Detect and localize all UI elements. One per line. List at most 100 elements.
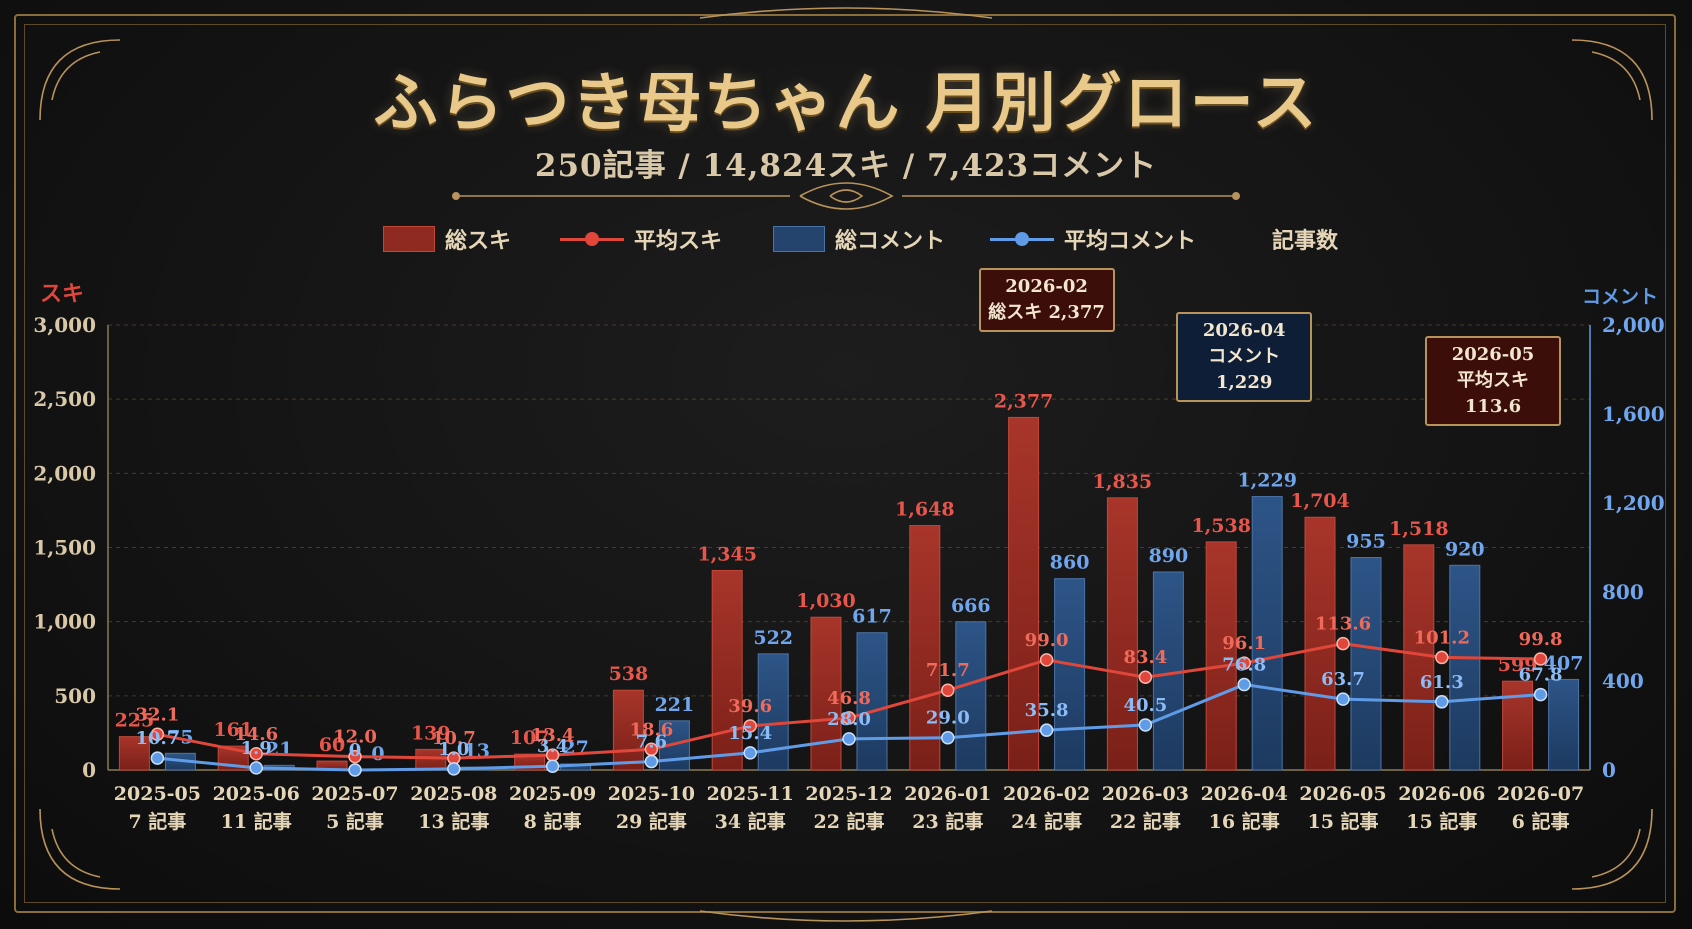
avg-comments-label: 76.8 — [1222, 655, 1266, 676]
avg-likes-label: 71.7 — [926, 660, 970, 681]
left-axis-tick: 2,500 — [33, 387, 96, 411]
avg-comments-label: 1.0 — [438, 739, 469, 760]
callout-line: 2026-04 — [1202, 320, 1286, 341]
avg-likes-label: 14.6 — [234, 724, 278, 745]
callout-box: 2026-05 平均スキ 113.6 — [1425, 336, 1561, 426]
avg-comments-point — [1533, 687, 1548, 702]
x-axis-article-count: 11 記事 — [221, 810, 292, 833]
avg-likes-point — [1336, 636, 1350, 651]
right-axis-tick: 1,200 — [1602, 491, 1665, 515]
left-axis-tick: 0 — [82, 758, 96, 782]
avg-comments-point — [1336, 692, 1350, 706]
avg-comments-point — [842, 732, 856, 746]
bar-total-likes — [1205, 541, 1237, 771]
avg-likes-point — [150, 727, 165, 742]
avg-comments-point — [1138, 718, 1153, 732]
bar-label-total-comments: 617 — [852, 606, 892, 628]
avg-likes-label: 99.0 — [1025, 630, 1069, 651]
avg-comments-point — [1237, 677, 1251, 692]
avg-comments-label: 35.8 — [1025, 700, 1069, 721]
x-axis-article-count: 16 記事 — [1209, 810, 1280, 833]
avg-likes-label: 101.2 — [1414, 627, 1470, 648]
x-axis-category: 2026-03 — [1102, 783, 1189, 805]
bar-label-total-likes: 1,835 — [1093, 471, 1153, 493]
avg-comments-label: 3.4 — [537, 736, 568, 757]
bar-total-comments — [1449, 564, 1481, 771]
bar-total-likes — [1304, 516, 1336, 771]
legend-avg-likes-label: 平均スキ — [634, 228, 723, 254]
avg-comments-point — [644, 754, 659, 769]
legend: 総スキ 平均スキ 総コメント 平均コメント 記事数 — [0, 222, 1692, 256]
avg-likes-point — [1435, 650, 1449, 665]
left-axis-tick: 1,500 — [33, 536, 96, 560]
avg-likes-label: 96.1 — [1222, 633, 1266, 654]
x-axis-category: 2026-06 — [1398, 783, 1485, 805]
callout-box: 2026-02 総スキ 2,377 — [978, 268, 1115, 332]
avg-comments-point — [743, 746, 757, 760]
avg-likes-label: 10.7 — [432, 728, 476, 749]
avg-comments-point — [1039, 723, 1054, 737]
x-axis-article-count: 13 記事 — [418, 810, 489, 833]
bar-total-comments — [955, 621, 987, 771]
bar-total-comments — [1548, 678, 1580, 771]
avg-likes-label: 83.4 — [1123, 647, 1167, 668]
avg-likes-point — [1237, 656, 1251, 670]
bar-total-likes — [711, 569, 743, 771]
x-axis-category: 2025-05 — [114, 783, 201, 805]
left-axis-tick: 500 — [54, 684, 96, 708]
x-axis-article-count: 22 記事 — [813, 810, 884, 833]
x-axis-article-count: 15 記事 — [1307, 810, 1378, 833]
avg-likes-point — [1039, 653, 1054, 667]
avg-comments-label: 0 — [349, 740, 362, 761]
legend-blue-bar-swatch — [773, 226, 825, 252]
avg-comments-point — [447, 762, 461, 776]
legend-total-likes: 総スキ — [383, 222, 511, 256]
avg-comments-label: 67.8 — [1519, 665, 1563, 686]
callout-line: 平均スキ 113.6 — [1457, 370, 1529, 417]
bar-label-total-comments: 666 — [951, 595, 991, 617]
callout-line: コメント 1,229 — [1208, 346, 1281, 393]
bar-label-total-likes: 161 — [213, 719, 253, 741]
legend-avg-comments: 平均コメント — [990, 222, 1196, 256]
right-axis-tick: 400 — [1602, 669, 1644, 693]
legend-articles-label: 記事数 — [1272, 228, 1339, 254]
bar-total-likes — [1403, 544, 1435, 771]
bar-label-total-comments: 0 — [371, 743, 384, 765]
x-axis-category: 2025-10 — [608, 783, 695, 805]
x-axis-category: 2025-06 — [213, 783, 300, 805]
legend-blue-line-swatch — [990, 229, 1054, 249]
bar-label-total-comments: 860 — [1050, 552, 1090, 574]
right-axis-tick: 0 — [1602, 758, 1616, 782]
x-axis-article-count: 24 記事 — [1011, 810, 1082, 833]
bar-label-total-likes: 2,377 — [994, 390, 1054, 412]
bar-total-comments — [1054, 578, 1086, 771]
legend-red-line-swatch — [560, 229, 624, 249]
bar-label-total-comments: 522 — [753, 627, 793, 649]
avg-comments-label: 10.7 — [135, 728, 179, 749]
right-axis-tick: 1,600 — [1602, 402, 1665, 426]
legend-total-comments: 総コメント — [773, 222, 945, 256]
x-axis-article-count: 8 記事 — [524, 810, 582, 833]
legend-red-bar-swatch — [383, 226, 435, 252]
avg-comments-label: 28.0 — [827, 709, 871, 730]
avg-comments-point — [249, 761, 263, 775]
avg-comments-label: 7.6 — [636, 732, 667, 753]
x-axis-category: 2025-08 — [410, 783, 497, 805]
avg-likes-label: 39.6 — [728, 696, 772, 717]
avg-comments-label: 40.5 — [1123, 695, 1167, 716]
avg-likes-label: 32.1 — [135, 704, 179, 725]
chart-subtitle: 250記事 / 14,824スキ / 7,423コメント — [534, 148, 1158, 184]
avg-comments-label: 29.0 — [926, 708, 970, 729]
x-axis-article-count: 29 記事 — [616, 810, 687, 833]
avg-comments-label: 61.3 — [1420, 672, 1464, 693]
chart-title: ふらつき母ちゃん 月別グロース — [373, 66, 1319, 141]
bar-total-comments — [856, 632, 888, 771]
x-axis-category: 2026-04 — [1201, 783, 1288, 805]
bar-label-total-likes: 1,648 — [895, 499, 955, 521]
avg-comments-point — [150, 751, 165, 765]
left-axis-name: スキ — [40, 281, 85, 307]
bar-label-total-comments: 920 — [1445, 538, 1485, 560]
callout-line: 2026-02 — [1005, 276, 1088, 297]
